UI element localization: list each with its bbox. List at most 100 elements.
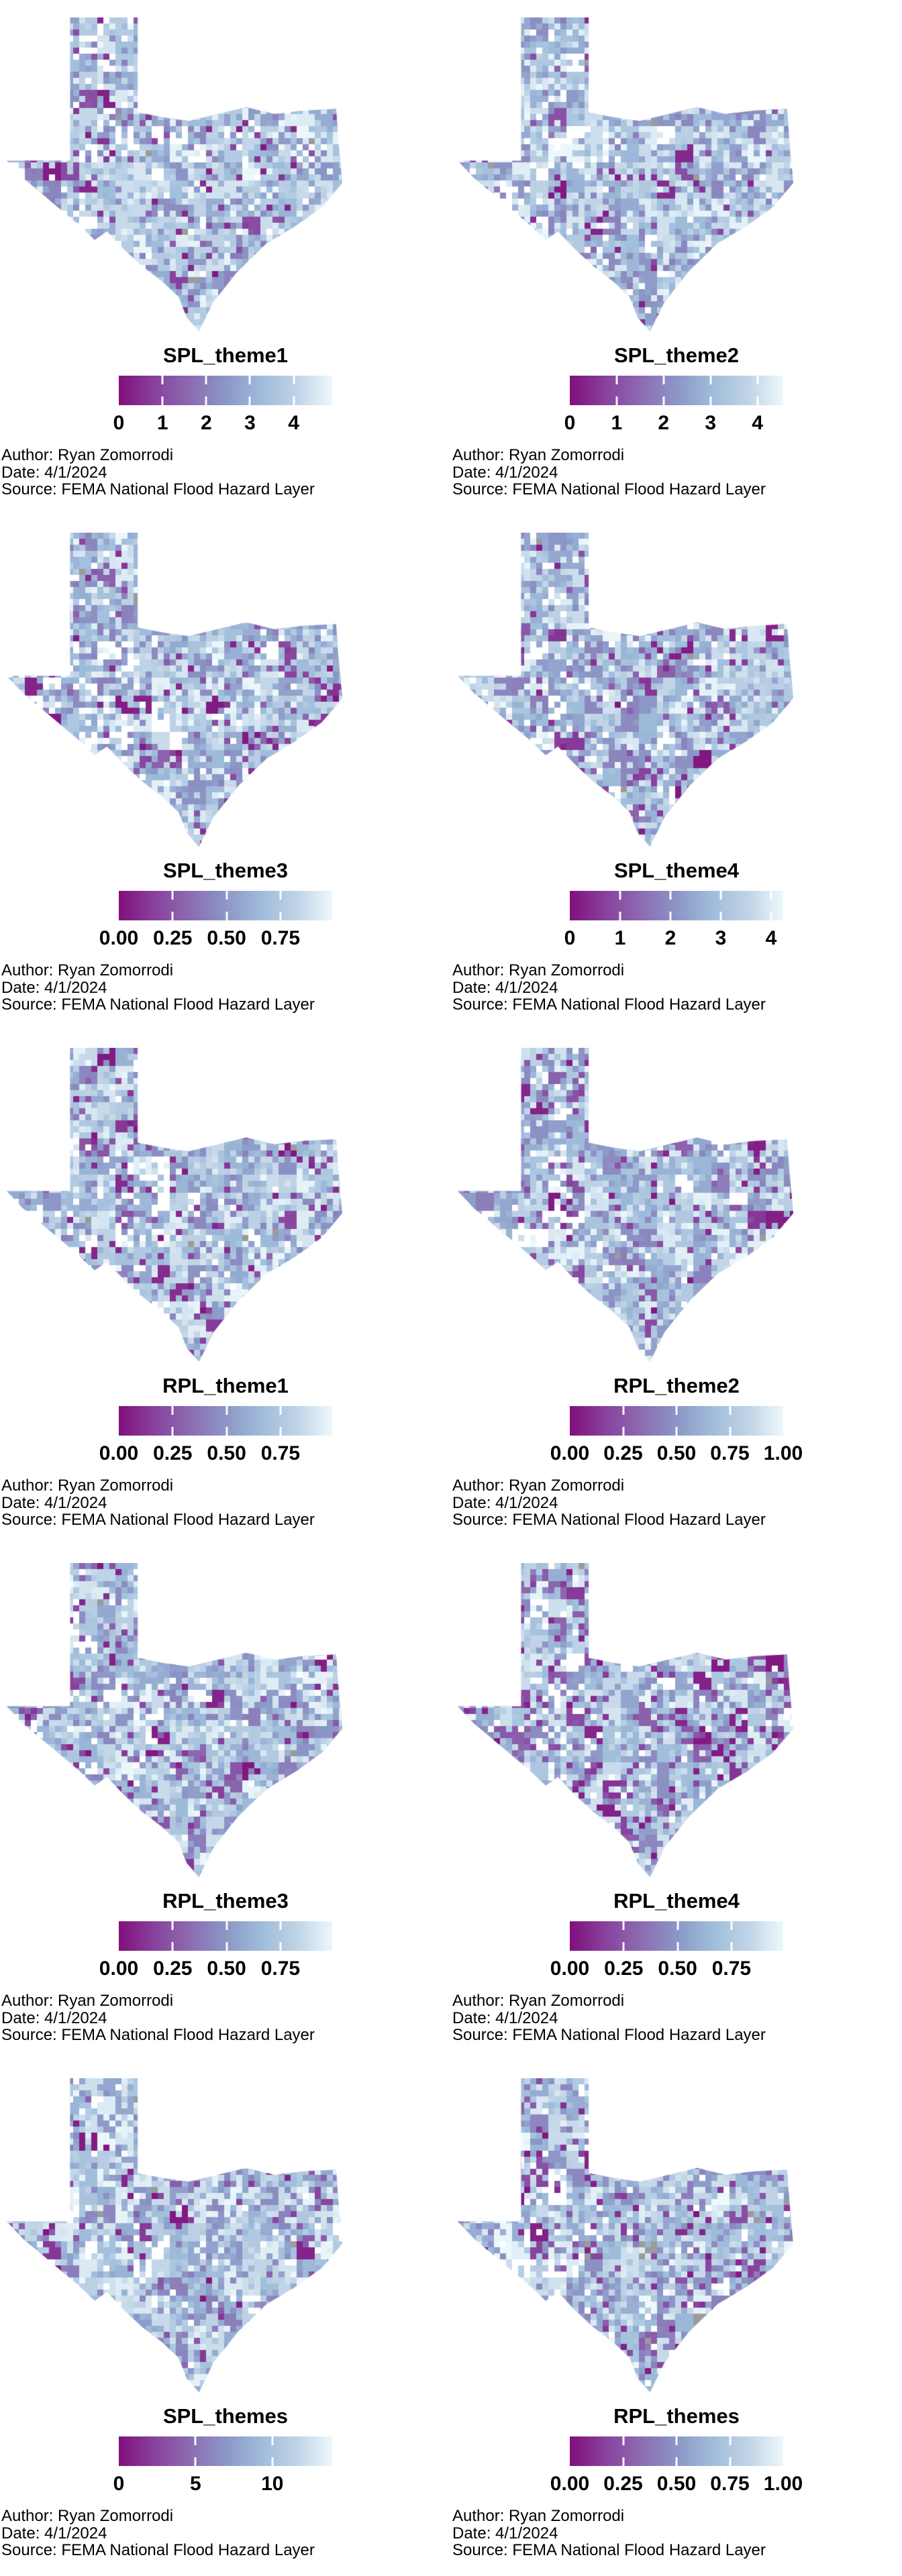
legend-tick-label: 1 <box>611 412 623 434</box>
texas-choropleth-map <box>458 533 793 847</box>
map-area <box>451 1546 902 1880</box>
caption-block: Author: Ryan Zomorrodi Date: 4/1/2024 So… <box>1 2508 451 2559</box>
legend-tick-label: 0 <box>564 927 576 949</box>
legend-tick-mark <box>730 1942 733 1951</box>
caption-author: Author: Ryan Zomorrodi <box>452 2507 625 2525</box>
caption-author: Author: Ryan Zomorrodi <box>1 446 174 464</box>
legend-title: RPL_theme3 <box>162 1889 289 1913</box>
legend-title: SPL_theme2 <box>613 343 740 367</box>
legend-title: SPL_themes <box>162 2404 289 2428</box>
gradient-fill <box>119 1406 332 1436</box>
legend-tick-mark <box>622 1406 624 1415</box>
legend-tick-label: 0.50 <box>658 1957 697 1980</box>
legend-tick-mark <box>225 912 228 920</box>
legend-tick-mark <box>619 891 621 900</box>
legend-tick-mark <box>194 2457 197 2466</box>
legend-tick-labels: 0 1 2 3 4 <box>564 926 783 953</box>
legend-tick-mark <box>293 396 295 405</box>
legend-tick-label: 0.25 <box>153 927 193 949</box>
caption-source: Source: FEMA National Flood Hazard Layer <box>452 2541 766 2559</box>
legend-tick-label: 0.25 <box>153 1442 193 1464</box>
legend-tick-mark <box>662 396 665 405</box>
legend-tick-label: 4 <box>288 412 299 434</box>
gradient-fill <box>570 376 783 405</box>
gradient-fill <box>119 2436 332 2466</box>
legend-tick-label: 1.00 <box>763 1442 803 1464</box>
texas-choropleth-map <box>458 1048 793 1362</box>
legend-title: SPL_theme1 <box>162 343 289 367</box>
legend-tick-mark <box>675 2436 678 2445</box>
caption-author: Author: Ryan Zomorrodi <box>1 961 174 979</box>
caption-author: Author: Ryan Zomorrodi <box>452 446 625 464</box>
legend-tick-labels: 0 5 10 <box>113 2471 332 2498</box>
legend-tick-mark <box>729 1406 731 1415</box>
legend-tick-mark <box>622 2457 624 2466</box>
map-area <box>0 2061 451 2395</box>
caption-date: Date: 4/1/2024 <box>452 978 558 997</box>
legend-title: SPL_theme4 <box>613 859 740 882</box>
map-area <box>0 1030 451 1364</box>
panel-spl-theme4: SPL_theme4 0 1 2 3 4 Author: Ryan Zomorrodi … <box>451 515 902 1030</box>
legend-tick-label: 1 <box>156 412 168 434</box>
caption-source: Source: FEMA National Flood Hazard Layer <box>452 996 766 1014</box>
legend-tick-label: 1 <box>614 927 626 949</box>
legend-tick-label: 0.25 <box>153 1957 193 1980</box>
legend-tick-mark <box>709 396 712 405</box>
legend-tick-mark <box>756 376 759 384</box>
legend-tick-mark <box>171 1406 174 1415</box>
gradient-fill <box>119 1921 332 1951</box>
legend-gradient-bar <box>119 376 332 405</box>
legend-tick-mark <box>719 891 722 900</box>
texas-choropleth-map <box>7 2078 342 2392</box>
legend-tick-label: 0.00 <box>550 1442 590 1464</box>
legend-title: SPL_theme3 <box>162 859 289 882</box>
legend-tick-mark <box>271 2436 274 2445</box>
caption-date: Date: 4/1/2024 <box>452 2008 558 2027</box>
legend-title: RPL_theme1 <box>162 1374 289 1397</box>
texas-choropleth-map <box>458 17 793 331</box>
texas-choropleth-map <box>458 1563 793 1877</box>
legend-tick-mark <box>171 891 174 900</box>
legend-tick-mark <box>615 376 618 384</box>
caption-date: Date: 4/1/2024 <box>1 1493 107 1512</box>
legend-tick-label: 0.00 <box>99 927 139 949</box>
legend-tick-mark <box>171 1942 174 1951</box>
caption-block: Author: Ryan Zomorrodi Date: 4/1/2024 So… <box>1 1477 451 1529</box>
legend-tick-mark <box>676 1942 679 1951</box>
legend-tick-labels: 0 1 2 3 4 <box>113 411 332 437</box>
texas-choropleth-map <box>7 17 342 331</box>
legend-tick-label: 0.00 <box>99 1442 139 1464</box>
legend-tick-label: 0.25 <box>603 1442 643 1464</box>
caption-author: Author: Ryan Zomorrodi <box>1 1477 174 1495</box>
legend-tick-label: 0.25 <box>604 1957 644 1980</box>
legend-tick-labels: 0.00 0.25 0.50 0.75 1.00 <box>550 1441 803 1468</box>
legend-tick-mark <box>669 891 672 900</box>
legend-tick-label: 0.50 <box>656 1442 697 1464</box>
caption-date: Date: 4/1/2024 <box>1 2008 107 2027</box>
legend-tick-label: 0.75 <box>710 1442 750 1464</box>
panel-spl-theme3: SPL_theme3 0.00 0.25 0.50 0.75 Author: Ryan… <box>0 515 451 1030</box>
legend-tick-mark <box>279 891 282 900</box>
panel-rpl-theme4: RPL_theme4 0.00 0.25 0.50 0.75 Author: Ryan… <box>451 1546 902 2061</box>
legend-tick-mark <box>729 2436 731 2445</box>
caption-block: Author: Ryan Zomorrodi Date: 4/1/2024 So… <box>1 1992 451 2044</box>
legend-tick-label: 5 <box>190 2473 201 2495</box>
gradient-fill <box>119 891 332 920</box>
caption-source: Source: FEMA National Flood Hazard Layer <box>1 2541 315 2559</box>
caption-source: Source: FEMA National Flood Hazard Layer <box>1 2026 315 2044</box>
legend-title: RPL_themes <box>613 2404 740 2428</box>
caption-source: Source: FEMA National Flood Hazard Layer <box>452 480 766 498</box>
panel-spl-theme2: SPL_theme2 0 1 2 3 4 Author: Ryan Zomorrodi … <box>451 0 902 515</box>
map-area <box>451 2061 902 2395</box>
legend-tick-mark <box>161 396 164 405</box>
caption-source: Source: FEMA National Flood Hazard Layer <box>452 1511 766 1529</box>
legend-tick-label: 0.75 <box>260 1957 301 1980</box>
caption-block: Author: Ryan Zomorrodi Date: 4/1/2024 So… <box>1 962 451 1014</box>
legend-tick-mark <box>248 396 251 405</box>
legend-tick-mark <box>615 396 618 405</box>
legend-tick-labels: 0.00 0.25 0.50 0.75 <box>99 1441 332 1468</box>
map-area <box>451 0 902 334</box>
legend-tick-mark <box>719 912 722 920</box>
legend-tick-mark <box>729 1427 731 1436</box>
legend-tick-mark <box>669 912 672 920</box>
